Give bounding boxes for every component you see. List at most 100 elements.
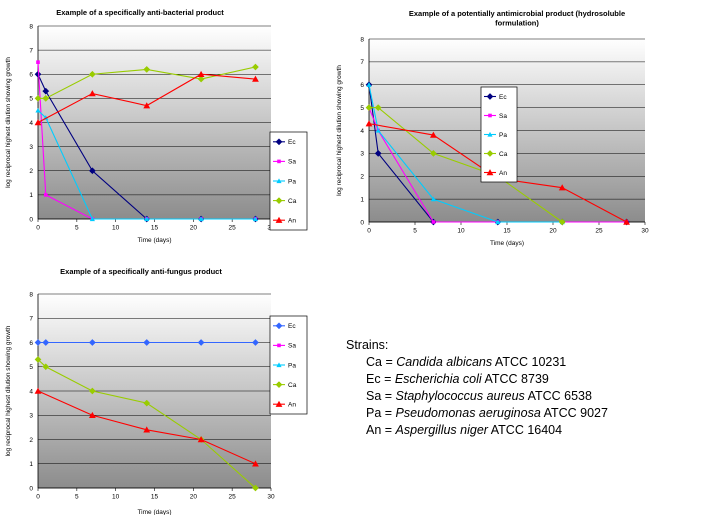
x-tick-label: 10 (112, 225, 120, 232)
y-tick-label: 7 (29, 316, 33, 323)
strain-row-sa: Sa = Staphylococcus aureus ATCC 6538 (346, 388, 608, 405)
data-point-ca-3 (143, 399, 151, 407)
strain-strain: ATCC 16404 (487, 423, 563, 437)
y-tick-label: 1 (360, 196, 364, 203)
data-point-pa-4 (198, 216, 204, 222)
data-point-pa-3 (144, 216, 150, 222)
strain-row-pa: Pa = Pseudomonas aeruginosa ATCC 9027 (346, 405, 608, 422)
y-tick-label: 5 (29, 364, 33, 371)
data-point-ca-legend (275, 197, 283, 205)
strain-code: An (366, 423, 382, 437)
x-tick-label: 30 (267, 494, 275, 501)
data-point-an-4 (252, 460, 259, 467)
y-axis-label: log reciprocal highest dilution showing … (5, 57, 12, 188)
series-ca (34, 356, 259, 492)
data-point-pa-0 (35, 107, 41, 113)
strain-strain: ATCC 9027 (540, 406, 608, 420)
legend-label-pa: Pa (288, 178, 296, 185)
data-point-an-4 (252, 75, 259, 82)
data-point-ca-1 (42, 363, 50, 371)
y-tick-label: 1 (29, 192, 33, 199)
x-axis-label: Time (days) (137, 237, 171, 244)
data-point-an-1 (88, 411, 96, 418)
strain-row-an: An = Aspergillus niger ATCC 16404 (346, 422, 608, 439)
x-tick-label: 20 (190, 225, 198, 232)
y-tick-label: 3 (29, 413, 33, 420)
data-point-ec-legend (275, 138, 283, 146)
y-tick-label: 1 (29, 461, 33, 468)
strain-code: Ec (366, 372, 381, 386)
x-tick-label: 0 (36, 494, 40, 501)
data-point-ec-1 (42, 87, 50, 95)
data-point-an-3 (558, 184, 566, 191)
data-point-sa-2 (431, 220, 436, 224)
y-tick-label: 7 (29, 47, 33, 54)
data-point-ca-3 (143, 65, 151, 73)
legend-label-sa: Sa (288, 159, 296, 166)
data-point-ec-4 (197, 339, 205, 346)
legend: Ec Sa Pa Ca An (269, 315, 308, 415)
series-ec (34, 339, 259, 346)
data-point-pa-2 (430, 196, 436, 202)
data-point-an-3 (197, 436, 205, 443)
legend-label-pa: Pa (499, 132, 507, 139)
strain-code: Ca (366, 355, 382, 369)
x-axis-label: Time (days) (137, 509, 171, 515)
y-tick-label: 8 (29, 23, 33, 30)
data-point-sa-legend (277, 343, 281, 348)
legend-label-an: An (499, 170, 507, 177)
series-pa (35, 107, 259, 222)
data-point-ca-2 (88, 70, 96, 78)
data-point-pa-legend (276, 362, 282, 368)
strain-strain: ATCC 8739 (481, 372, 549, 386)
strain-list: Ca = Candida albicans ATCC 10231 Ec = Esc… (346, 354, 608, 439)
data-point-pa-1 (375, 127, 381, 133)
legend-label-ec: Ec (499, 94, 507, 101)
x-tick-label: 20 (190, 494, 198, 501)
chart-2: 0 1 2 3 4 5 6 7 8 0 5 10 15 20 25 30 Example of a potent… (336, 9, 649, 247)
legend-label-ec: Ec (288, 139, 296, 146)
data-point-ca-0 (365, 104, 373, 112)
data-point-an-4 (623, 218, 630, 225)
y-tick-label: 6 (29, 72, 33, 79)
data-point-an-0 (34, 387, 42, 394)
y-tick-label: 4 (29, 120, 33, 127)
strain-species: Aspergillus niger (395, 423, 488, 437)
strain-strain: ATCC 6538 (524, 389, 592, 403)
y-tick-label: 4 (29, 388, 33, 395)
series-an (34, 70, 259, 126)
data-point-ca-0 (34, 356, 42, 363)
x-tick-label: 10 (457, 228, 465, 235)
data-point-ec-legend (275, 322, 283, 330)
x-tick-label: 20 (549, 228, 557, 235)
legend-label-sa: Sa (499, 113, 507, 120)
data-point-an-3 (197, 70, 205, 77)
chart-title-line-2: formulation) (495, 19, 539, 28)
legend-label-sa: Sa (288, 343, 296, 350)
data-point-ca-1 (374, 104, 382, 112)
chart-3: 0 1 2 3 4 5 6 7 8 0 5 10 15 20 25 30 Example of a specif… (5, 267, 308, 515)
x-tick-label: 25 (229, 225, 237, 232)
strain-species: Staphylococcus aureus (395, 389, 525, 403)
data-point-ca-legend (275, 381, 283, 389)
data-point-an-2 (143, 102, 151, 109)
y-tick-label: 0 (29, 216, 33, 223)
y-tick-label: 6 (360, 82, 364, 89)
strain-eq: = (381, 389, 396, 403)
legend: Ec Sa Pa Ca An (269, 131, 308, 231)
x-tick-label: 0 (367, 228, 371, 235)
x-tick-label: 30 (641, 228, 649, 235)
data-point-sa-1 (43, 193, 48, 197)
y-tick-label: 7 (360, 59, 364, 66)
data-point-pa-2 (89, 216, 95, 222)
y-tick-label: 2 (29, 168, 33, 175)
x-tick-label: 15 (151, 494, 159, 501)
legend-label-pa: Pa (288, 362, 296, 369)
strain-species: Pseudomonas aeruginosa (395, 406, 541, 420)
data-point-an-0 (365, 120, 373, 127)
x-tick-label: 15 (503, 228, 511, 235)
data-point-an-legend (486, 169, 494, 176)
data-point-ec-2 (88, 167, 96, 175)
data-point-ca-legend (486, 150, 494, 157)
data-point-pa-3 (495, 219, 501, 225)
